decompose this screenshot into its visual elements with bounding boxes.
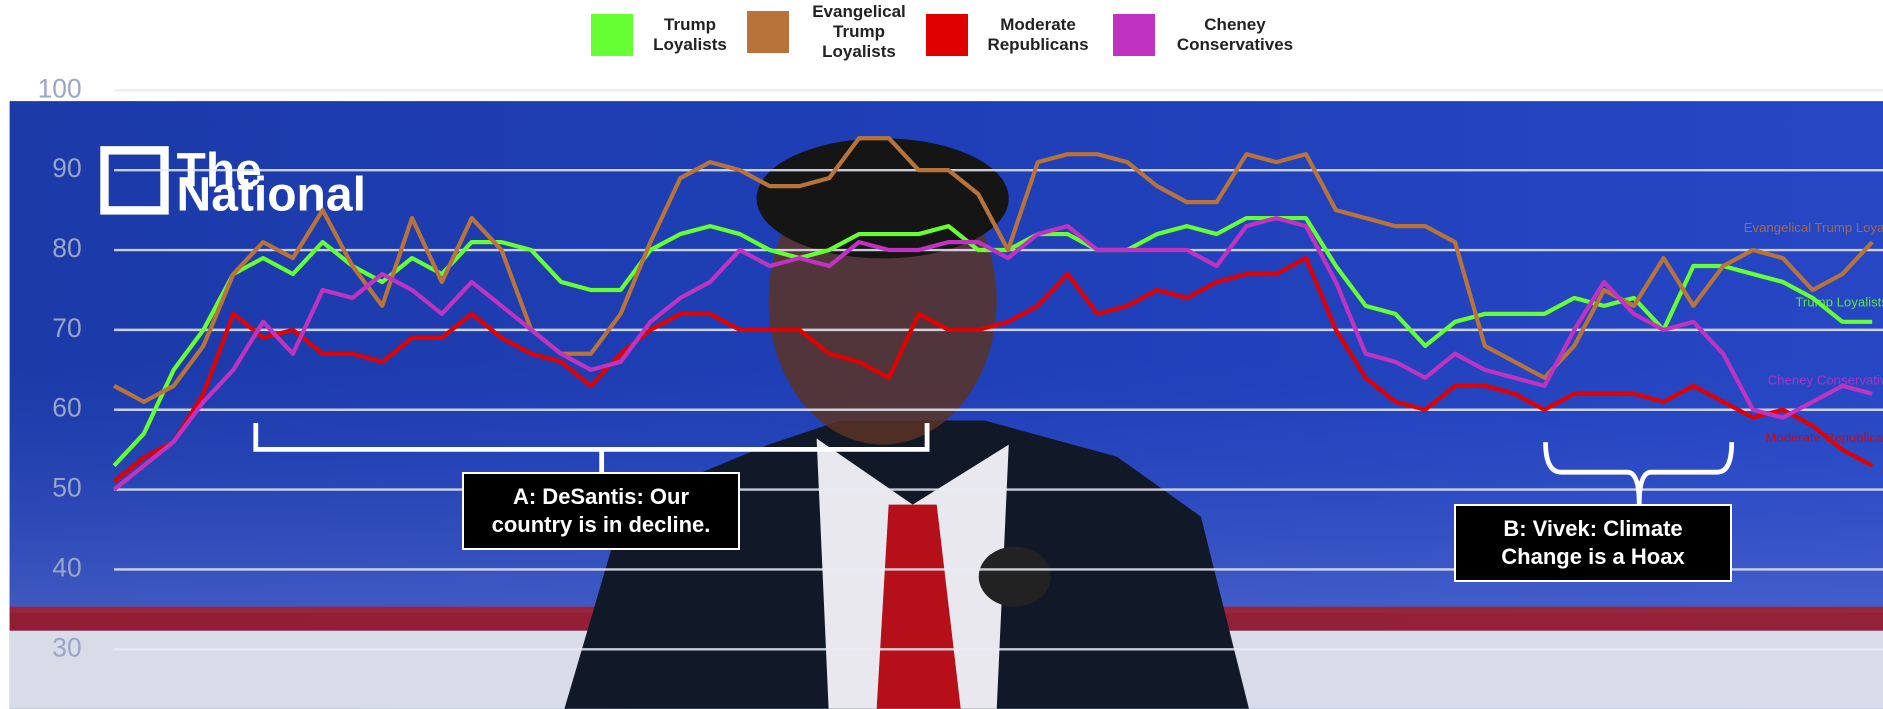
legend-item: Trump Loyalists <box>591 14 737 56</box>
chart: The National 30405060708090100 Evangelic… <box>0 0 1883 709</box>
legend-label: Trump Loyalists <box>643 15 737 55</box>
series-end-label: Evangelical Trump Loyalists <box>1744 220 1883 235</box>
legend-label: Moderate Republicans <box>978 15 1098 55</box>
series-end-label: Trump Loyalists <box>1795 294 1883 309</box>
y-tick-label: 80 <box>52 233 81 263</box>
annotation: B: Vivek: Climate Change is a Hoax <box>1454 504 1732 582</box>
y-tick-label: 40 <box>52 552 81 582</box>
legend-swatch <box>1113 14 1155 56</box>
page: The National 30405060708090100 Evangelic… <box>0 0 1883 709</box>
legend-label: Cheney Conservatives <box>1165 15 1305 55</box>
legend-item: Moderate Republicans <box>926 14 1098 56</box>
watermark: National <box>177 168 366 221</box>
legend-item: Evangelical Trump Loyalists <box>747 2 919 62</box>
y-tick-label: 70 <box>52 313 81 343</box>
legend-item: Cheney Conservatives <box>1113 14 1305 56</box>
y-tick-label: 100 <box>38 73 82 103</box>
legend-swatch <box>591 14 633 56</box>
legend-swatch <box>747 11 789 53</box>
series-end-label: Cheney Conservatives <box>1768 373 1883 388</box>
y-tick-label: 90 <box>52 153 81 183</box>
legend-label: Evangelical Trump Loyalists <box>799 2 919 62</box>
legend-swatch <box>926 14 968 56</box>
series-end-label: Moderate Republicans <box>1765 430 1883 445</box>
annotation: A: DeSantis: Our country is in decline. <box>462 472 740 550</box>
y-tick-label: 60 <box>52 393 81 423</box>
y-tick-label: 30 <box>52 632 81 662</box>
y-tick-label: 50 <box>52 473 81 503</box>
